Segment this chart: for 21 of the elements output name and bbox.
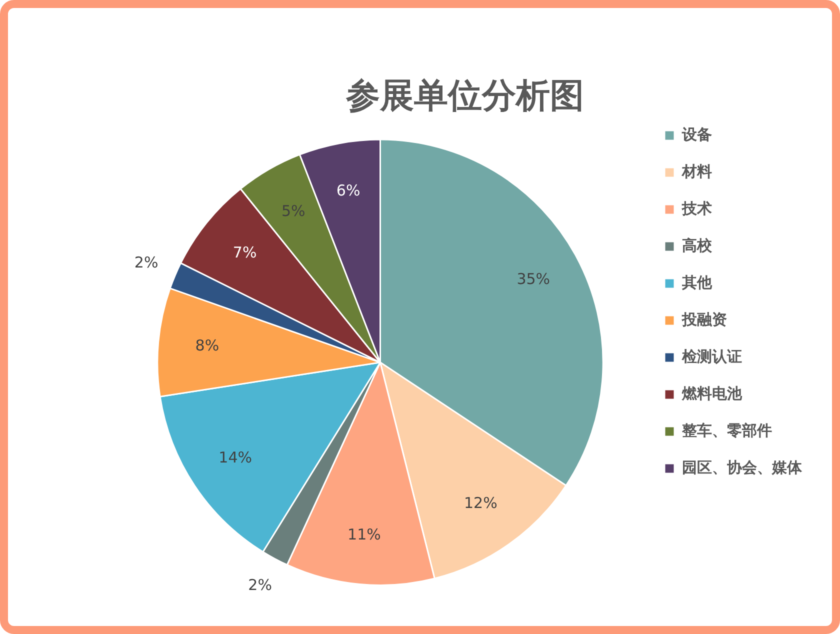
data-label: 2% <box>248 576 272 594</box>
data-label: 7% <box>232 243 257 262</box>
chart-title: 参展单位分析图 <box>345 76 584 116</box>
data-label: 12% <box>464 494 498 512</box>
legend-label: 园区、协会、媒体 <box>682 458 803 476</box>
data-label: 6% <box>336 181 360 200</box>
data-label: 5% <box>281 202 306 220</box>
legend-label: 整车、零部件 <box>681 421 772 440</box>
data-label: 14% <box>218 448 252 466</box>
data-label: 35% <box>516 270 550 288</box>
legend-label: 检测认证 <box>681 347 742 366</box>
data-label: 2% <box>134 253 158 272</box>
data-label: 11% <box>348 525 381 544</box>
legend-label: 燃料电池 <box>681 384 743 402</box>
legend-label: 设备 <box>681 125 712 144</box>
data-label: 8% <box>195 336 220 354</box>
legend-label: 材料 <box>681 162 712 180</box>
legend-label: 技术 <box>681 199 712 218</box>
legend-label: 其他 <box>681 273 713 292</box>
legend-label: 投融资 <box>681 310 727 328</box>
legend-label: 高校 <box>682 236 713 254</box>
